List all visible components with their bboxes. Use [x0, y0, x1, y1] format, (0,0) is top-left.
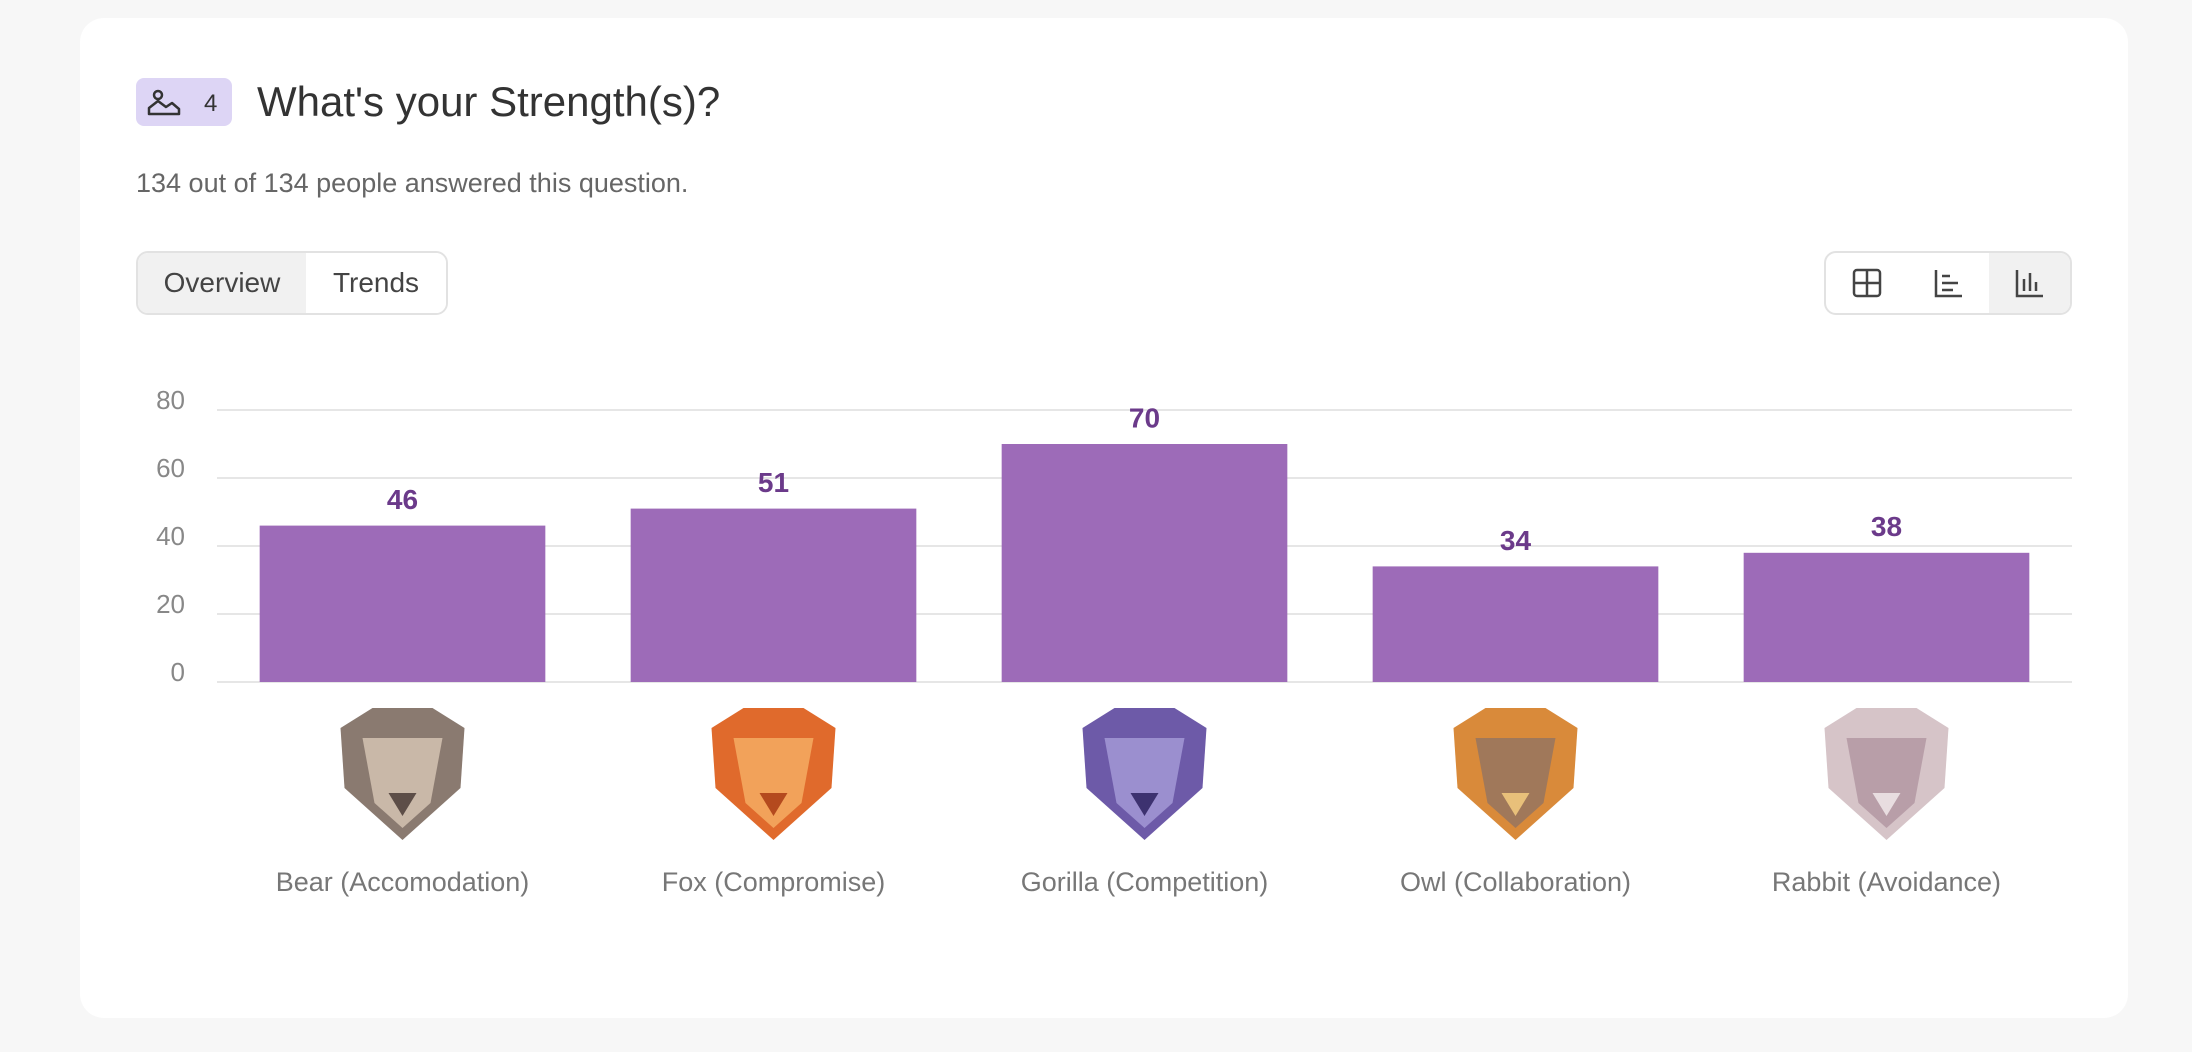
value-label: 46	[387, 484, 418, 515]
bar	[1001, 444, 1288, 682]
x-tick-label: Rabbit (Avoidance)	[1772, 867, 2001, 897]
animal-image	[1475, 738, 1556, 828]
x-tick-label: Gorilla (Competition)	[1021, 867, 1269, 897]
value-label: 70	[1129, 402, 1160, 433]
y-tick-label: 40	[156, 521, 185, 551]
horizontal-bar-view-button[interactable]	[1907, 253, 1988, 313]
bar	[630, 508, 917, 682]
badge-count: 4	[204, 90, 218, 117]
question-title: What's your Strength(s)?	[257, 78, 721, 125]
x-tick-label: Bear (Accomodation)	[276, 867, 530, 897]
animal-image	[733, 738, 814, 828]
bar	[259, 525, 546, 682]
y-tick-label: 20	[156, 589, 185, 619]
animal-image	[362, 738, 443, 828]
y-tick-label: 80	[156, 385, 185, 415]
view-switcher	[1824, 251, 2072, 315]
table-view-button[interactable]	[1826, 253, 1907, 313]
value-label: 34	[1500, 525, 1532, 556]
bar	[1372, 566, 1659, 682]
image-icon	[147, 89, 181, 116]
x-tick-label: Owl (Collaboration)	[1400, 867, 1631, 897]
animal-image	[1104, 738, 1185, 828]
bar	[1743, 552, 2030, 682]
vertical-bar-view-button[interactable]	[1988, 253, 2070, 313]
animal-image	[388, 793, 417, 816]
tab[interactable]: Overview	[138, 253, 306, 313]
animal-image	[1846, 738, 1927, 828]
tabs: Overview Trends	[136, 251, 448, 315]
animal-image	[1130, 793, 1159, 816]
value-label: 38	[1871, 511, 1902, 542]
animal-image	[759, 793, 788, 816]
answer-count: 134 out of 134 people answered this ques…	[136, 168, 689, 198]
question-badge: 4	[136, 78, 232, 126]
x-tick-label: Fox (Compromise)	[662, 867, 886, 897]
value-label: 51	[758, 467, 789, 498]
y-tick-label: 0	[171, 657, 185, 687]
animal-image	[1501, 793, 1530, 816]
y-tick-label: 60	[156, 453, 185, 483]
tab[interactable]: Trends	[306, 253, 446, 313]
animal-image	[1872, 793, 1901, 816]
